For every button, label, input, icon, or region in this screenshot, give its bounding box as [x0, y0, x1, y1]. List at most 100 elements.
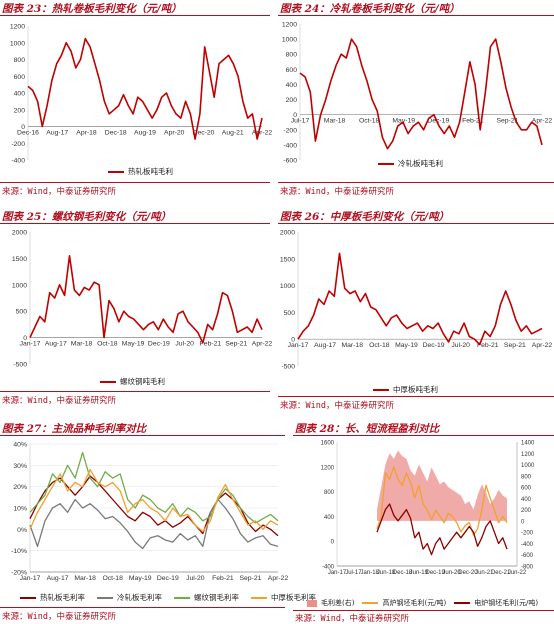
- x-tick-label: Dec-19: [157, 575, 179, 582]
- x-tick-label: Jun-20: [442, 570, 461, 576]
- process-profit-chart: -400 0 400 800 1200 1600 -800 -600 -400 -200 0 200 4…: [321, 441, 535, 577]
- y-tick-label: 1000: [280, 283, 295, 290]
- source-divider: [0, 182, 270, 183]
- legend-item: 热轧板毛利率: [20, 592, 85, 603]
- y-right-tick-label: 400: [521, 497, 532, 503]
- x-tick-label: Dec-21: [491, 570, 511, 576]
- x-tick-label: Aug-19: [134, 130, 156, 137]
- y-tick-label: -20%: [11, 570, 27, 577]
- y-tick-label: 800: [324, 490, 335, 496]
- legend-swatch: [108, 170, 124, 173]
- x-tick-label: Jul-20: [451, 342, 470, 349]
- x-tick-label: Dec-20: [193, 130, 215, 137]
- source-divider: [278, 396, 554, 397]
- panel-title: 图表 27：主流品种毛利率对比: [2, 423, 147, 435]
- y-right-tick-label: 800: [521, 474, 532, 480]
- legend-label: 冷轧板毛利率: [117, 593, 162, 602]
- x-tick-label: Mar-18: [324, 118, 346, 125]
- y-tick-label: 500: [284, 310, 296, 317]
- x-tick-label: Apr-22: [532, 118, 553, 125]
- legend-label: 热轧板毛利率: [40, 593, 85, 602]
- legend-label: 中厚板毛利率: [271, 593, 316, 602]
- x-tick-label: Dec-18: [105, 130, 127, 137]
- y-tick-label: 200: [286, 97, 298, 104]
- legend-label: 电炉钢坯毛利(元/吨): [474, 599, 539, 607]
- x-tick-label: Apr-22: [252, 341, 273, 348]
- x-tick-label: Sep-21: [239, 575, 261, 582]
- hot-rolled-chart: -400 -200 0 200 400 600 800 1000 1200 Dec-16 Aug-1…: [10, 24, 273, 165]
- y-tick-label: 40%: [13, 442, 27, 449]
- legend-swatch: [362, 602, 379, 604]
- legend-label: 螺纹钢毛利率: [194, 593, 239, 602]
- y-tick-label: 200: [14, 107, 26, 114]
- series-line: [376, 503, 508, 556]
- x-tick-label: May-19: [392, 118, 415, 125]
- panel-hot-rolled: 图表 23：热轧卷板毛利变化（元/吨） -400 -200 0 200 400 600 80…: [0, 0, 273, 198]
- x-tick-label: Aug-21: [222, 130, 244, 137]
- series-line: [29, 254, 263, 344]
- legend-item: 中厚板吨毛利: [373, 384, 438, 395]
- y-tick-label: -500: [13, 362, 27, 369]
- legend-swatch: [373, 388, 389, 391]
- source-divider: [278, 182, 554, 183]
- series-line: [29, 498, 279, 550]
- y-tick-label: 800: [14, 57, 26, 64]
- x-tick-label: Dec-16: [17, 130, 39, 137]
- y-tick-label: -500: [281, 364, 295, 371]
- source-note: 来源：Wind，中泰证券研究所: [2, 612, 116, 622]
- legend-swatch: [97, 596, 113, 599]
- y-tick-label: -400: [11, 158, 25, 165]
- legend: 热轧板吨毛利: [108, 166, 173, 177]
- x-tick-label: Apr-20: [164, 130, 185, 137]
- legend-label: 冷轧板吨毛利: [398, 159, 443, 168]
- x-tick-label: Dec-18: [393, 570, 413, 576]
- panel-title-bar: 图表 25：螺纹钢毛利变化（元/吨）: [0, 208, 270, 224]
- legend: 螺纹钢吨毛利: [100, 376, 165, 387]
- series-line: [27, 37, 263, 140]
- x-tick-label: Dec-19: [427, 118, 449, 125]
- rebar-chart: -500 0 500 1000 1500 2000 Jan-17 Aug-17 Mar-18 Oc…: [12, 230, 273, 369]
- y-tick-label: 2000: [280, 230, 295, 237]
- panel-title: 图表 25：螺纹钢毛利变化（元/吨）: [2, 211, 172, 223]
- y-tick-label: 10%: [13, 506, 27, 513]
- legend-label: 螺纹钢吨毛利: [120, 377, 165, 386]
- source-note: 来源：Wind，中泰证券研究所: [295, 614, 409, 624]
- y-right-tick-label: 1400: [521, 441, 535, 447]
- x-tick-label: Feb-21: [477, 342, 499, 349]
- panel-title: 图表 26：中厚板毛利变化（元/吨）: [280, 211, 450, 223]
- legend: 中厚板吨毛利: [373, 384, 438, 395]
- x-tick-label: Jan-18: [361, 570, 380, 576]
- area-series: [377, 450, 507, 521]
- x-tick-label: Jan-17: [20, 575, 41, 582]
- y-tick-label: 1200: [321, 465, 335, 471]
- x-tick-label: Feb-21: [200, 341, 222, 348]
- legend-swatch: [174, 596, 190, 599]
- legend-swatch: [100, 380, 116, 383]
- x-tick-label: Dec-19: [426, 570, 446, 576]
- legend-item: 冷轧板毛利率: [97, 592, 162, 603]
- legend-label: 高炉钢坯毛利(元/吨): [382, 599, 447, 607]
- x-tick-label: Feb-21: [462, 118, 484, 125]
- panel-title-bar: 图表 24：冷轧卷板毛利变化（元/吨）: [278, 0, 554, 16]
- panel-title-bar: 图表 23：热轧卷板毛利变化（元/吨）: [0, 0, 270, 16]
- series-line: [29, 475, 279, 537]
- x-tick-label: Sep-21: [225, 341, 247, 348]
- panel-title-bar: 图表 26：中厚板毛利变化（元/吨）: [278, 208, 554, 224]
- panel-medium-plate: 图表 26：中厚板毛利变化（元/吨） -500 0 500 1000 1500 2000 J…: [278, 208, 554, 411]
- panel-title-bar: 图表 28：长、短流程盈利对比: [293, 420, 554, 436]
- x-tick-label: Feb-21: [212, 575, 234, 582]
- legend-swatch: [378, 162, 394, 165]
- y-tick-label: -600: [283, 158, 297, 165]
- y-right-tick-label: 0: [521, 519, 525, 525]
- y-tick-label: 2000: [12, 230, 27, 237]
- x-tick-label: May-19: [129, 575, 152, 582]
- y-tick-label: -400: [322, 565, 335, 571]
- x-tick-label: Oct-18: [102, 575, 123, 582]
- y-right-tick-label: 1200: [521, 452, 535, 458]
- legend-item: 电炉钢坯毛利(元/吨): [454, 598, 538, 608]
- y-tick-label: -400: [283, 142, 297, 149]
- legend-label: 中厚板吨毛利: [393, 385, 438, 394]
- series-line: [29, 451, 279, 524]
- panel-title: 图表 24：冷轧卷板毛利变化（元/吨）: [280, 3, 460, 15]
- x-tick-label: Jan-17: [328, 570, 347, 576]
